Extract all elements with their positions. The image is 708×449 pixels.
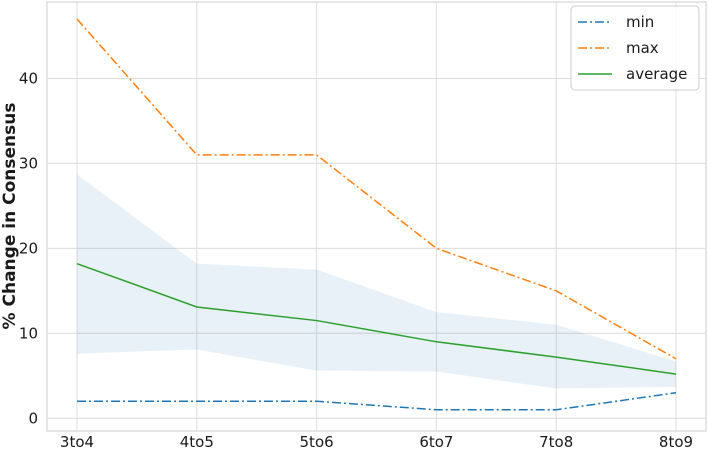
y-tick-label: 40 [19,69,38,87]
y-tick-label: 10 [19,324,38,342]
x-tick-label: 8to9 [659,433,693,449]
y-tick-label: 20 [19,239,38,257]
x-tick-labels: 3to4 4to5 5to6 6to7 7to8 8to9 [60,433,693,449]
legend-label-max: max [626,39,659,57]
x-tick-label: 7to8 [539,433,573,449]
legend-label-average: average [626,65,687,83]
x-tick-label: 6to7 [419,433,453,449]
legend-label-min: min [626,13,654,31]
legend: min max average [570,5,700,91]
series-line-average [76,262,677,375]
y-axis-title: % Change in Consensus [0,103,20,330]
confidence-band [77,174,676,389]
y-tick-labels: 0 10 20 30 40 [19,69,38,427]
x-tick-label: 3to4 [60,433,94,449]
series-line-max [76,18,677,360]
grid-lines [47,2,706,431]
y-tick-label: 30 [19,154,38,172]
series-line-min [77,392,677,411]
average-range-band [77,174,676,389]
series-lines [76,18,677,411]
y-tick-label: 0 [28,409,38,427]
x-tick-label: 5to6 [300,433,334,449]
legend-box [570,5,700,91]
x-tick-label: 4to5 [180,433,214,449]
